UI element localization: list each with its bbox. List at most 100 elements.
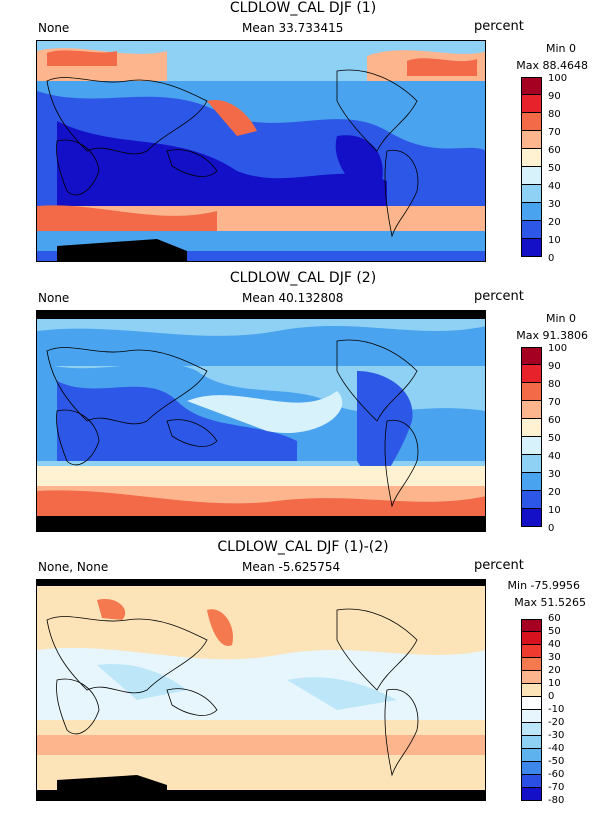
colorbar-swatch	[521, 131, 542, 149]
colorbar-tick-label: -40	[548, 743, 565, 754]
map-plot	[36, 579, 486, 801]
colorbar-swatch	[521, 509, 542, 527]
panel-units: percent	[474, 289, 524, 304]
colorbar-tick-label: -20	[548, 717, 565, 728]
panel-min: Min 0	[545, 312, 576, 325]
colorbar-swatch	[521, 347, 542, 365]
colorbar-swatch	[521, 710, 542, 723]
colorbar-tick-label: 10	[548, 678, 561, 689]
colorbar-tick-label: 70	[548, 397, 561, 408]
map-panel-2: CLDLOW_CAL DJF (2) None Mean 40.132808 p…	[0, 270, 606, 540]
panel-title: CLDLOW_CAL DJF (1)-(2)	[217, 539, 389, 555]
colorbar-swatch	[521, 491, 542, 509]
colorbar-swatch	[521, 775, 542, 788]
colorbar-ticks: 100 90 80 70 60 50 40 30 20 10 0	[548, 340, 567, 538]
colorbar-tick-label: -70	[548, 782, 565, 793]
colorbar-swatch	[521, 671, 542, 684]
colorbar-tick-label: 50	[548, 163, 561, 174]
panel-min: Min -75.9956	[507, 579, 580, 592]
panel-left-label: None, None	[38, 560, 109, 574]
panel-title: CLDLOW_CAL DJF (1)	[229, 0, 377, 16]
colorbar-tick-label: 20	[548, 665, 561, 676]
map-plot	[36, 40, 486, 262]
colorbar-tick-label: 90	[548, 361, 561, 372]
colorbar-swatch	[521, 419, 542, 437]
colorbar-tick-label: 40	[548, 451, 561, 462]
colorbar-tick-label: 40	[548, 639, 561, 650]
panel-units: percent	[474, 19, 524, 34]
colorbar-tick-label: 100	[548, 73, 568, 84]
colorbar-tick-label: -30	[548, 730, 565, 741]
colorbar-swatch	[521, 762, 542, 775]
panel-mean: Mean -5.625754	[242, 560, 341, 574]
colorbar-swatch	[521, 113, 542, 131]
colorbar-tick-label: 100	[548, 343, 568, 354]
colorbar-swatch	[521, 736, 542, 749]
colorbar-swatch	[521, 203, 542, 221]
colorbar-swatch	[521, 645, 542, 658]
colorbar-tick-label: 10	[548, 235, 561, 246]
colorbar-swatch	[521, 749, 542, 762]
colorbar-swatch	[521, 455, 542, 473]
colorbar-swatch	[521, 437, 542, 455]
colorbar-tick-label: 50	[548, 626, 561, 637]
colorbar-tick-label: 0	[548, 523, 555, 534]
colorbar	[521, 347, 542, 527]
colorbar-swatch	[521, 221, 542, 239]
map-plot	[36, 310, 486, 532]
colorbar-swatch	[521, 723, 542, 736]
colorbar-tick-label: 40	[548, 181, 561, 192]
colorbar-swatch	[521, 185, 542, 203]
panel-left-label: None	[38, 291, 70, 305]
colorbar-swatch	[521, 788, 542, 801]
panel-max: Max 88.4648	[516, 59, 588, 72]
colorbar-swatch	[521, 401, 542, 419]
colorbar-tick-label: 60	[548, 145, 561, 156]
colorbar-swatch	[521, 684, 542, 697]
map-panel-1: CLDLOW_CAL DJF (1) None Mean 33.733415 p…	[0, 0, 606, 270]
colorbar-tick-label: 30	[548, 652, 561, 663]
colorbar-swatch	[521, 95, 542, 113]
colorbar-tick-label: 20	[548, 487, 561, 498]
colorbar-swatch	[521, 632, 542, 645]
panel-title: CLDLOW_CAL DJF (2)	[229, 270, 377, 286]
colorbar-tick-label: 80	[548, 379, 561, 390]
colorbar-tick-label: 60	[548, 613, 561, 624]
colorbar-tick-label: 90	[548, 91, 561, 102]
panel-min: Min 0	[545, 42, 576, 55]
colorbar-tick-label: 60	[548, 415, 561, 426]
colorbar-tick-label: 80	[548, 109, 561, 120]
panel-max: Max 51.5265	[514, 596, 586, 609]
colorbar-swatch	[521, 697, 542, 710]
colorbar-swatch	[521, 383, 542, 401]
colorbar-swatch	[521, 149, 542, 167]
colorbar-tick-label: 0	[548, 691, 555, 702]
colorbar	[521, 77, 542, 257]
colorbar-tick-label: 70	[548, 127, 561, 138]
colorbar-tick-label: -60	[548, 769, 565, 780]
colorbar-swatch	[521, 658, 542, 671]
colorbar-swatch	[521, 239, 542, 257]
colorbar-tick-label: 50	[548, 433, 561, 444]
colorbar-tick-label: 30	[548, 199, 561, 210]
colorbar-ticks: 60 50 40 30 20 10 0 -10 -20 -30 -40 -50 -60 -70 -80	[548, 612, 564, 807]
colorbar-tick-label: -80	[548, 795, 565, 806]
colorbar-tick-label: 10	[548, 505, 561, 516]
colorbar-tick-label: 0	[548, 253, 555, 264]
colorbar-swatch	[521, 365, 542, 383]
panel-mean: Mean 33.733415	[242, 21, 344, 35]
colorbar-swatch	[521, 619, 542, 632]
colorbar-tick-label: 20	[548, 217, 561, 228]
map-panel-3: CLDLOW_CAL DJF (1)-(2) None, None Mean -…	[0, 539, 606, 809]
colorbar-tick-label: -10	[548, 704, 565, 715]
panel-mean: Mean 40.132808	[242, 291, 344, 305]
panel-max: Max 91.3806	[516, 329, 588, 342]
colorbar-swatch	[521, 167, 542, 185]
panel-left-label: None	[38, 21, 70, 35]
panel-units: percent	[474, 558, 524, 573]
colorbar-ticks: 100 90 80 70 60 50 40 30 20 10 0	[548, 70, 567, 268]
colorbar-swatch	[521, 473, 542, 491]
colorbar-tick-label: -50	[548, 756, 565, 767]
colorbar-tick-label: 30	[548, 469, 561, 480]
colorbar	[521, 619, 542, 801]
